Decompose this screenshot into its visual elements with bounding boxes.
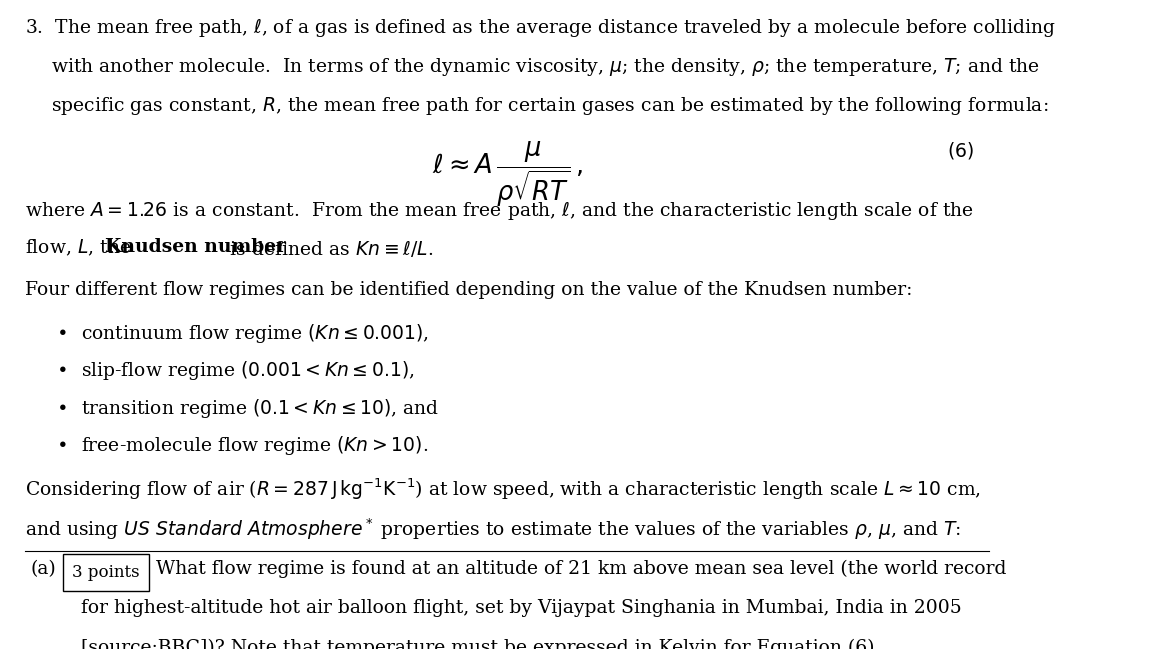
Text: continuum flow regime $(Kn \leq 0.001)$,: continuum flow regime $(Kn \leq 0.001)$,	[82, 322, 429, 345]
Text: Knudsen number: Knudsen number	[105, 238, 285, 256]
Text: $\bullet$: $\bullet$	[56, 434, 66, 452]
Text: flow, $L$, the: flow, $L$, the	[26, 238, 133, 258]
Text: (a): (a)	[30, 560, 56, 578]
Text: $\bullet$: $\bullet$	[56, 397, 66, 415]
Text: $\ell \approx A\,\dfrac{\mu}{\rho\sqrt{RT}}\,,$: $\ell \approx A\,\dfrac{\mu}{\rho\sqrt{R…	[431, 140, 582, 210]
Text: and using $\mathit{US\ Standard\ Atmosphere}^*$ properties to estimate the value: and using $\mathit{US\ Standard\ Atmosph…	[26, 516, 961, 542]
Text: slip-flow regime $(0.001 < Kn \leq 0.1)$,: slip-flow regime $(0.001 < Kn \leq 0.1)$…	[82, 360, 415, 382]
Text: $\bullet$: $\bullet$	[56, 360, 66, 377]
Text: is defined as $Kn \equiv \ell/L$.: is defined as $Kn \equiv \ell/L$.	[224, 238, 433, 259]
Text: What flow regime is found at an altitude of 21 km above mean sea level (the worl: What flow regime is found at an altitude…	[156, 560, 1007, 578]
Text: [source:BBC])? Note that temperature must be expressed in Kelvin for Equation (6: [source:BBC])? Note that temperature mus…	[82, 639, 881, 649]
Text: specific gas constant, $R$, the mean free path for certain gases can be estimate: specific gas constant, $R$, the mean fre…	[51, 95, 1048, 117]
Text: transition regime $(0.1 < Kn \leq 10)$, and: transition regime $(0.1 < Kn \leq 10)$, …	[82, 397, 439, 420]
Text: free-molecule flow regime $(Kn > 10)$.: free-molecule flow regime $(Kn > 10)$.	[82, 434, 429, 457]
Text: $(6)$: $(6)$	[947, 140, 974, 161]
Text: Four different flow regimes can be identified depending on the value of the Knud: Four different flow regimes can be ident…	[26, 281, 912, 299]
Text: with another molecule.  In terms of the dynamic viscosity, $\mu$; the density, $: with another molecule. In terms of the d…	[51, 56, 1039, 77]
Text: 3.  The mean free path, $\ell$, of a gas is defined as the average distance trav: 3. The mean free path, $\ell$, of a gas …	[26, 16, 1057, 40]
Text: Considering flow of air ($R = 287\,\mathrm{J\,kg^{-1}K^{-1}}$) at low speed, wit: Considering flow of air ($R = 287\,\math…	[26, 477, 981, 502]
FancyBboxPatch shape	[63, 554, 149, 591]
Text: where $A = 1.26$ is a constant.  From the mean free path, $\ell$, and the charac: where $A = 1.26$ is a constant. From the…	[26, 199, 974, 221]
Text: 3 points: 3 points	[72, 564, 140, 581]
Text: $\bullet$: $\bullet$	[56, 322, 66, 340]
Text: for highest-altitude hot air balloon flight, set by Vijaypat Singhania in Mumbai: for highest-altitude hot air balloon fli…	[82, 599, 962, 617]
